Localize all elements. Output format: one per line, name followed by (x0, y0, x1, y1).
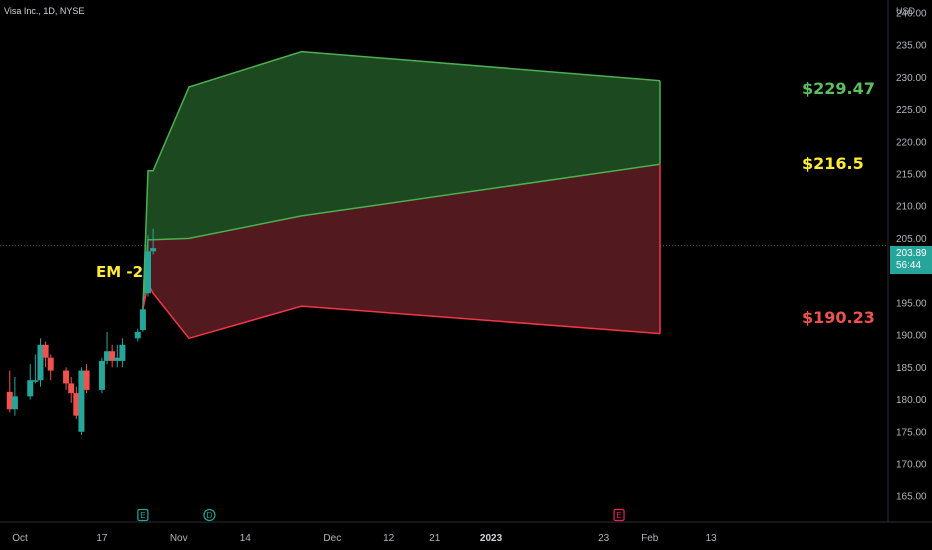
y-tick-label: 170.00 (896, 460, 927, 471)
candle-body (114, 357, 121, 361)
x-tick-label: 14 (240, 533, 252, 544)
time-axis[interactable]: Oct 17 Nov 14 Dec 12 21 2023 23 Feb 13 (12, 533, 717, 544)
candle-body (150, 248, 157, 252)
earnings-icon: E (137, 508, 149, 522)
x-tick-label: Oct (12, 533, 28, 544)
candle-body (6, 391, 13, 410)
x-tick-label: 17 (96, 533, 108, 544)
x-tick-label: Nov (170, 533, 188, 544)
x-tick-label: 2023 (480, 533, 503, 544)
candle-body (109, 351, 116, 361)
candle (47, 354, 54, 381)
lower-band-fill (142, 164, 660, 339)
bar-countdown: 56:44 (896, 260, 922, 271)
candle (27, 364, 34, 400)
price-axis[interactable]: 165.00 170.00 175.00 180.00 185.00 190.00 195.… (896, 8, 927, 502)
candle-body (78, 370, 85, 432)
mid-band-line (142, 163, 661, 310)
dividend-icon: D (203, 508, 216, 522)
event-letter: D (207, 511, 213, 520)
candle (98, 357, 105, 394)
candle-body (32, 380, 39, 382)
candle (37, 338, 44, 387)
y-tick-label: 240.00 (896, 8, 927, 19)
x-tick-label: Feb (641, 533, 659, 544)
event-badge (203, 508, 216, 522)
x-tick-label: Dec (323, 533, 341, 544)
candle-body (73, 393, 80, 416)
lower-target-label: $190.23 (802, 308, 875, 327)
y-tick-label: 220.00 (896, 137, 927, 148)
candle-body (134, 331, 141, 339)
candle (119, 338, 126, 368)
candle (63, 367, 70, 390)
y-tick-label: 215.00 (896, 170, 927, 181)
candle-body (104, 351, 111, 361)
candle-body (42, 344, 49, 358)
candle-body (47, 357, 54, 371)
event-letter: E (616, 511, 621, 520)
candle-body (98, 360, 105, 390)
upper-target-label: $229.47 (802, 79, 875, 98)
y-tick-label: 210.00 (896, 202, 927, 213)
candle (68, 377, 75, 403)
last-price-value: 203.89 (896, 248, 927, 259)
y-tick-label: 175.00 (896, 427, 927, 438)
candle-body (37, 344, 44, 381)
mid-target-label: $216.5 (802, 154, 864, 173)
candle-body (139, 309, 146, 330)
last-price-tag: 203.89 56:44 (890, 246, 932, 274)
expected-move-bands (142, 50, 661, 340)
upper-band-line (142, 50, 661, 310)
symbol-title[interactable]: Visa Inc., 1D, NYSE (4, 6, 85, 16)
y-tick-label: 190.00 (896, 331, 927, 342)
candle (6, 370, 13, 413)
candle (114, 344, 121, 368)
y-tick-label: 195.00 (896, 298, 927, 309)
candle-body (11, 396, 18, 410)
event-badge (137, 508, 149, 522)
candle (78, 367, 85, 435)
candle (83, 364, 90, 394)
candle-body (145, 251, 151, 294)
y-tick-label: 225.00 (896, 105, 927, 116)
candle-body (119, 344, 126, 361)
x-tick-label: 21 (429, 533, 441, 544)
y-tick-label: 165.00 (896, 492, 927, 503)
candle (42, 341, 49, 368)
candle (145, 235, 151, 297)
candle (11, 377, 18, 416)
candle (73, 386, 80, 419)
x-tick-label: 13 (706, 533, 718, 544)
y-tick-label: 185.00 (896, 363, 927, 374)
candle (139, 296, 146, 332)
y-tick-label: 235.00 (896, 41, 927, 52)
y-tick-label: 205.00 (896, 234, 927, 245)
candlestick-series (6, 228, 157, 435)
em-label: EM -2 (96, 263, 144, 281)
x-tick-label: 12 (383, 533, 395, 544)
upper-band-fill (142, 51, 660, 310)
event-badge (613, 508, 625, 522)
currency-label: USD (896, 6, 916, 16)
event-letter: E (140, 511, 145, 520)
y-tick-label: 180.00 (896, 395, 927, 406)
candle (134, 328, 141, 342)
candle (109, 344, 116, 368)
candle-body (27, 380, 34, 397)
earnings-icon: E (613, 508, 625, 522)
candle-body (83, 370, 90, 390)
candle (104, 331, 111, 365)
y-tick-label: 230.00 (896, 73, 927, 84)
candle-body (68, 383, 75, 394)
x-tick-label: 23 (598, 533, 610, 544)
candle (150, 228, 157, 255)
candle (32, 354, 39, 384)
candle-body (63, 370, 70, 384)
